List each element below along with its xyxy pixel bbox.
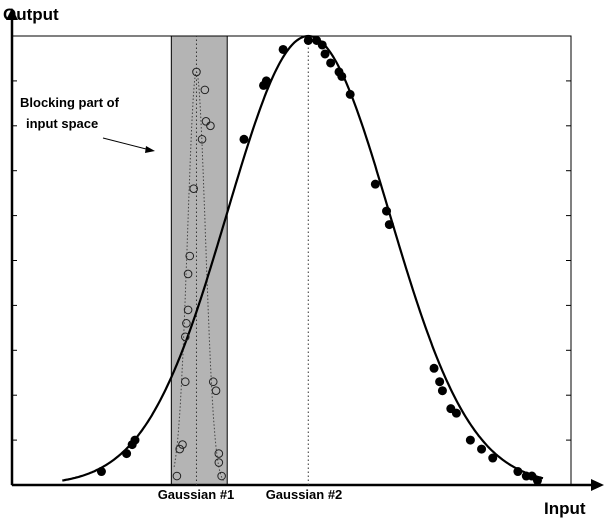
annotation-line-1: Blocking part of: [20, 95, 120, 110]
data-point-filled: [130, 435, 140, 445]
curve-layer: [62, 34, 544, 482]
points-layer: [96, 35, 542, 486]
data-point-filled: [532, 476, 542, 486]
data-point-open: [208, 377, 218, 387]
data-point-open: [214, 458, 224, 467]
gaussian-2-curve: [62, 34, 544, 482]
data-point-filled: [122, 449, 132, 459]
y-axis-label: Output: [3, 5, 59, 24]
data-point-open: [172, 471, 182, 481]
data-point-filled: [278, 44, 288, 54]
x-axis-label: Input: [544, 499, 586, 518]
data-point-open: [206, 121, 215, 131]
gaussian-2-label: Gaussian #2: [266, 487, 343, 502]
data-point-open: [217, 471, 226, 481]
data-point-open: [185, 251, 195, 261]
data-point-filled: [382, 206, 392, 216]
data-point-filled: [465, 435, 475, 445]
data-point-filled: [513, 467, 523, 477]
data-point-filled: [261, 76, 271, 86]
data-point-filled: [429, 363, 439, 373]
data-point-filled: [320, 49, 330, 59]
data-point-open: [180, 377, 190, 387]
annotation-arrowhead: [145, 146, 155, 153]
data-point-filled: [239, 134, 249, 144]
y-ticks: [12, 80, 571, 441]
data-point-open: [180, 332, 190, 342]
annotation-arrow-line: [102, 137, 151, 151]
data-point-open: [189, 184, 198, 193]
data-point-open: [197, 134, 207, 144]
data-point-open: [200, 85, 210, 95]
data-point-filled: [370, 179, 380, 189]
data-point-filled: [437, 386, 447, 396]
blocked-region: [170, 35, 228, 486]
data-point-filled: [488, 453, 498, 463]
data-point-filled: [326, 58, 336, 68]
center-lines: [195, 36, 309, 485]
annotation-line-2: input space: [26, 116, 98, 131]
x-axis-arrow: [591, 479, 604, 491]
data-point-open: [214, 449, 224, 458]
data-point-open: [192, 67, 201, 77]
data-point-open: [183, 269, 193, 279]
data-point-filled: [96, 467, 106, 477]
data-point-filled: [435, 377, 445, 387]
y-axis-arrow: [6, 8, 18, 20]
data-point-filled: [303, 35, 313, 45]
data-point-filled: [451, 408, 461, 418]
data-point-filled: [317, 40, 327, 50]
data-point-filled: [345, 89, 355, 99]
data-point-open: [201, 117, 211, 126]
gaussian-1-layer: [173, 71, 225, 482]
data-point-open: [178, 440, 187, 449]
data-point-open: [183, 305, 193, 315]
data-point-filled: [384, 220, 394, 230]
data-point-filled: [477, 444, 487, 454]
gaussian-1-label: Gaussian #1: [158, 487, 235, 502]
data-point-open: [182, 319, 191, 328]
data-point-filled: [337, 71, 347, 81]
data-point-open: [175, 444, 184, 454]
data-point-open: [211, 386, 221, 396]
gaussian-1-curve: [173, 71, 225, 482]
